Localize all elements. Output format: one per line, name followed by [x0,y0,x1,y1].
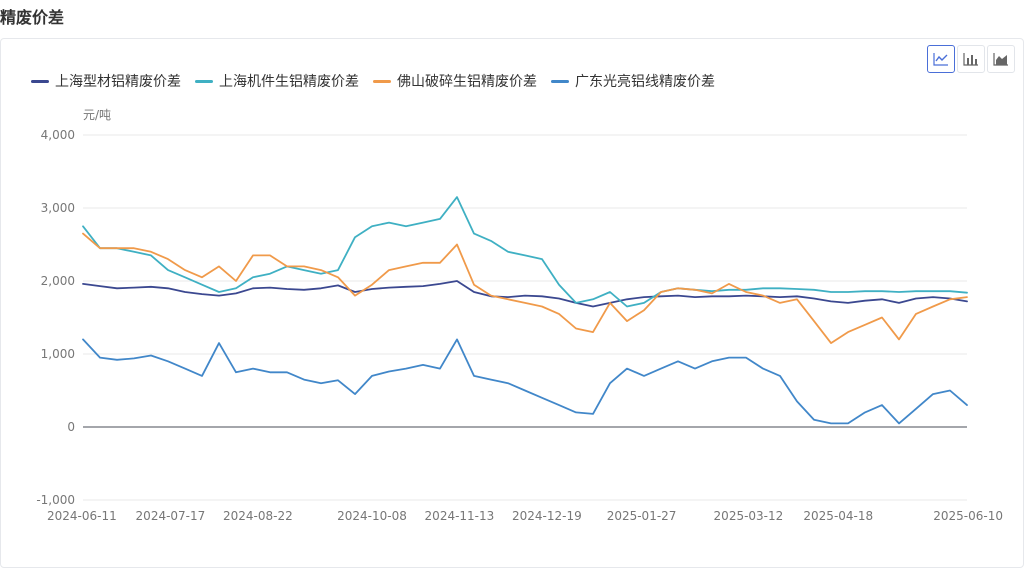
y-tick-label: -1,000 [36,493,75,507]
legend-item-series-3[interactable]: 佛山破碎生铝精废价差 [373,71,537,91]
series-line-2 [82,196,968,308]
legend-item-series-1[interactable]: 上海型材铝精废价差 [31,71,181,91]
legend-swatch-series-3 [373,79,391,83]
x-tick-label: 2024-11-13 [425,509,495,523]
y-tick-label: 0 [67,420,75,434]
bar-chart-icon [963,53,978,66]
chart-type-toolbar [927,45,1015,73]
legend-item-series-4[interactable]: 广东光亮铝线精废价差 [551,71,715,91]
legend-swatch-series-1 [31,79,49,83]
chart-legend: 上海型材铝精废价差 上海机件生铝精废价差 佛山破碎生铝精废价差 广东光亮铝线精废… [31,71,715,91]
line-chart: 元/吨 -1,000 0 1,000 2,000 3,000 4,000 2024-06-11… [36,108,1003,523]
area-chart-button[interactable] [987,45,1015,73]
y-tick-label: 3,000 [41,201,75,215]
series-line-3 [82,232,968,345]
y-tick-label: 2,000 [41,274,75,288]
x-tick-label: 2024-06-11 [47,509,117,523]
x-tick-label: 2025-03-12 [714,509,784,523]
series-line-1 [82,280,968,308]
y-axis-unit-label: 元/吨 [83,108,111,122]
line-chart-button[interactable] [927,45,955,73]
x-tick-label: 2024-07-17 [136,509,206,523]
y-tick-label: 4,000 [41,128,75,142]
x-tick-label: 2024-10-08 [337,509,407,523]
area-chart-icon [993,53,1008,66]
legend-label-series-3: 佛山破碎生铝精废价差 [397,74,537,90]
page-title: 精废价差 [0,8,65,27]
y-tick-label: 1,000 [41,347,75,361]
series-line-4 [82,338,968,425]
x-tick-label: 2024-12-19 [512,509,582,523]
x-tick-label: 2025-01-27 [607,509,677,523]
chart-card: 元/吨 -1,000 0 1,000 2,000 3,000 4,000 2024-06-11… [0,38,1024,568]
x-tick-label: 2025-06-10 [933,509,1003,523]
legend-label-series-4: 广东光亮铝线精废价差 [575,74,715,90]
legend-item-series-2[interactable]: 上海机件生铝精废价差 [195,71,359,91]
legend-swatch-series-4 [551,79,569,83]
legend-swatch-series-2 [195,79,213,83]
line-chart-icon [933,53,948,66]
x-tick-label: 2024-08-22 [223,509,293,523]
bar-chart-button[interactable] [957,45,985,73]
legend-label-series-1: 上海型材铝精废价差 [55,74,181,90]
x-tick-label: 2025-04-18 [803,509,873,523]
legend-label-series-2: 上海机件生铝精废价差 [219,74,359,90]
